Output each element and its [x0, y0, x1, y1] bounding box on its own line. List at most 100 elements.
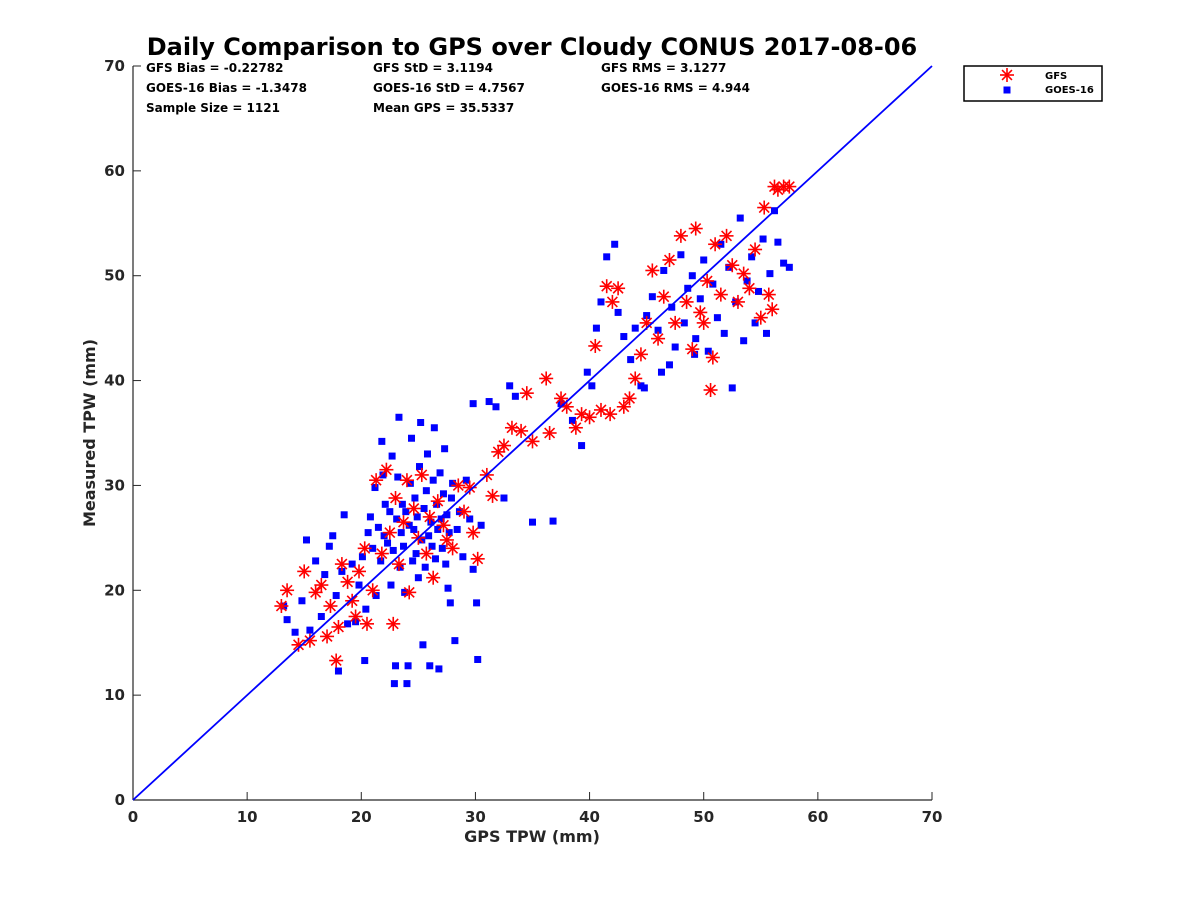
chart-title: Daily Comparison to GPS over Cloudy CONU…: [147, 33, 918, 61]
goes16-point: [443, 511, 451, 519]
goes16-point: [332, 592, 340, 600]
goes16-point: [677, 251, 685, 259]
goes16-point: [306, 626, 314, 634]
gfs-point: [391, 557, 406, 572]
gfs-point: [466, 525, 481, 540]
goes16-point: [393, 515, 401, 523]
gfs-point: [761, 287, 776, 302]
goes16-point: [568, 416, 576, 424]
goes16-point: [668, 303, 676, 311]
gfs-point: [696, 315, 711, 330]
goes16-point: [680, 319, 688, 327]
goes16-point: [720, 329, 728, 337]
goes16-point: [434, 525, 442, 533]
gfs-point: [274, 599, 289, 614]
gfs-point: [345, 593, 360, 608]
gfs-point: [628, 371, 643, 386]
goes16-point: [451, 637, 459, 645]
gfs-point: [320, 629, 335, 644]
goes16-point: [386, 508, 394, 516]
goes16-point: [283, 616, 291, 624]
legend-label-gfs: GFS: [1045, 71, 1067, 82]
goes16-point: [431, 555, 439, 563]
goes16-point: [418, 536, 426, 544]
goes16-point: [446, 599, 454, 607]
goes16-point: [397, 529, 405, 537]
y-tick-label: 0: [115, 791, 125, 809]
one-to-one-line: [132, 65, 933, 801]
goes16-point: [740, 337, 748, 345]
goes16-point: [298, 597, 306, 605]
goes16-point: [334, 667, 342, 675]
gfs-point: [445, 541, 460, 556]
goes16-point: [302, 536, 310, 544]
gfs-point: [514, 423, 529, 438]
gfs-point: [426, 570, 441, 585]
goes16-point: [459, 553, 467, 561]
stat-gfs-bias: GFS Bias = -0.22782: [146, 61, 283, 75]
goes16-point: [578, 442, 586, 450]
goes16-point: [421, 563, 429, 571]
gfs-point: [491, 444, 506, 459]
goes16-point: [378, 437, 386, 445]
gfs-point: [470, 551, 485, 566]
x-tick-label: 10: [237, 808, 258, 826]
goes16-point: [614, 308, 622, 316]
goes16-point: [445, 529, 453, 537]
gfs-point: [451, 478, 466, 493]
goes16-point: [671, 343, 679, 351]
stat-goes16-std: GOES-16 StD = 4.7567: [373, 81, 525, 95]
goes16-point: [725, 263, 733, 271]
stat-sample-size: Sample Size = 1121: [146, 101, 280, 115]
goes16-point: [474, 655, 482, 663]
goes16-point: [325, 542, 333, 550]
stat-gfs-rms: GFS RMS = 3.1277: [601, 61, 726, 75]
goes16-point: [751, 319, 759, 327]
gfs-point: [685, 342, 700, 357]
goes16-point: [394, 473, 402, 481]
goes16-point: [291, 628, 299, 636]
gfs-point: [679, 294, 694, 309]
legend-marker-goes16: [1003, 86, 1011, 94]
goes16-point: [696, 295, 704, 303]
goes16-point: [425, 532, 433, 540]
y-tick-label: 20: [104, 581, 125, 599]
gfs-point: [314, 578, 329, 593]
goes16-point: [684, 284, 692, 292]
goes16-point: [410, 525, 418, 533]
goes16-point: [415, 463, 423, 471]
stat-goes16-bias: GOES-16 Bias = -1.3478: [146, 81, 307, 95]
goes16-point: [423, 450, 431, 458]
gfs-point: [673, 228, 688, 243]
goes16-point: [433, 500, 441, 508]
goes16-point: [691, 350, 699, 358]
gfs-point: [365, 583, 380, 598]
gfs-point: [379, 462, 394, 477]
gfs-point: [568, 420, 583, 435]
gfs-point: [462, 480, 477, 495]
goes16-point: [743, 277, 751, 285]
y-axis-label: Measured TPW (mm): [80, 339, 99, 527]
gfs-point: [357, 541, 372, 556]
x-tick-label: 50: [693, 808, 714, 826]
gfs-point: [439, 532, 454, 547]
gfs-point: [668, 315, 683, 330]
goes16-point: [759, 235, 767, 243]
goes16-point: [511, 392, 519, 400]
gfs-point: [436, 518, 451, 533]
goes16-point: [408, 434, 416, 442]
y-tick-label: 60: [104, 162, 125, 180]
gfs-point: [359, 616, 374, 631]
x-tick-label: 60: [807, 808, 828, 826]
goes16-point: [377, 557, 385, 565]
stat-goes16-rms: GOES-16 RMS = 4.944: [601, 81, 750, 95]
goes16-point: [728, 384, 736, 392]
goes16-point: [435, 665, 443, 673]
goes16-point: [381, 500, 389, 508]
stat-mean-gps: Mean GPS = 35.5337: [373, 101, 514, 115]
goes16-point: [340, 511, 348, 519]
plot-area: 0 10 20 30 40 50 60 70 0 10 20 30 40 50 60 70: [104, 57, 942, 826]
goes16-point: [358, 553, 366, 561]
goes16-point: [414, 574, 422, 582]
